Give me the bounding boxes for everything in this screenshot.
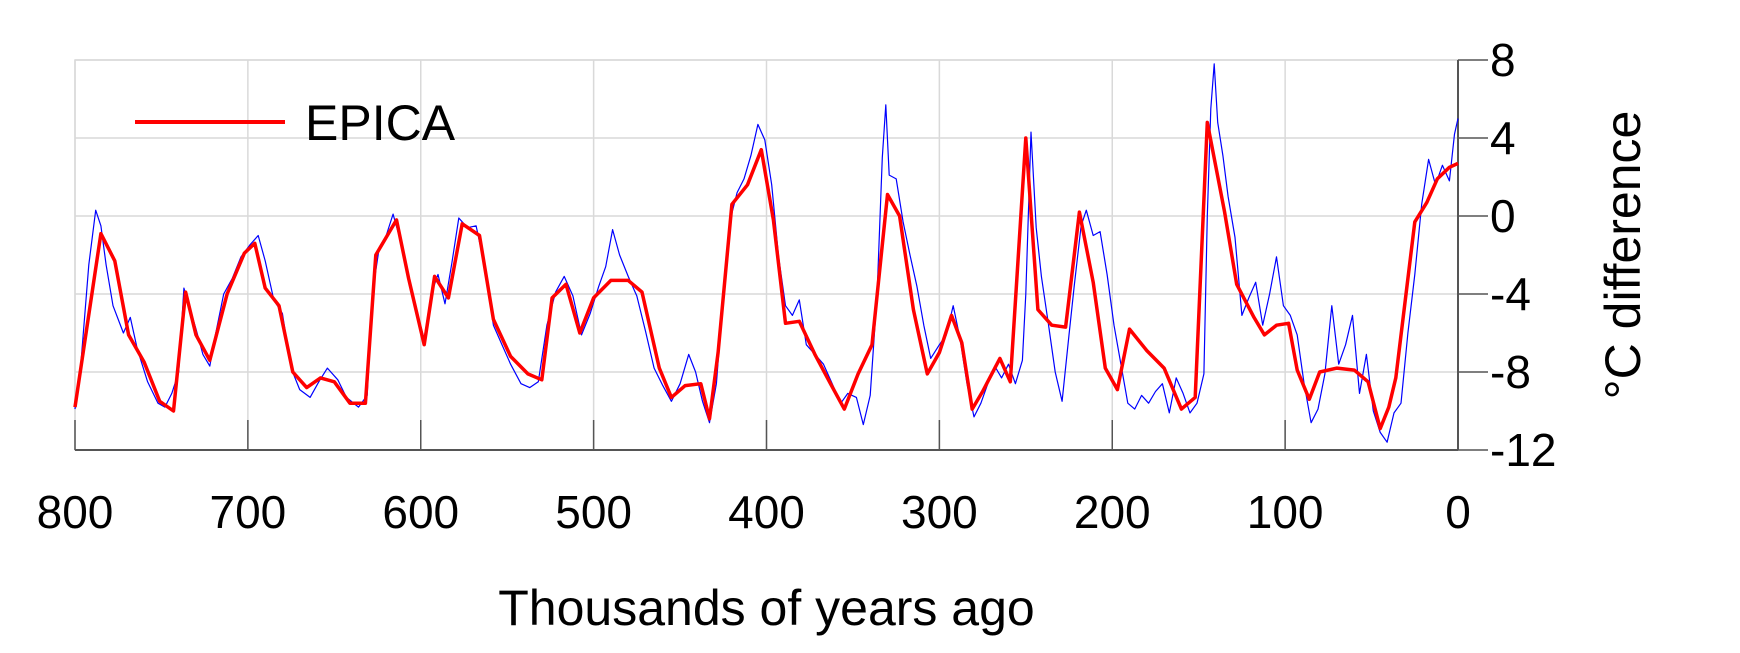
y-tick-label: -4 [1490, 268, 1531, 320]
grid [74, 59, 1459, 451]
y-tick-label: -12 [1490, 424, 1556, 476]
axes [74, 59, 1488, 451]
y-axis-label: °C difference [1595, 111, 1651, 400]
legend-label: EPICA [305, 95, 456, 151]
y-tick-label: -8 [1490, 346, 1531, 398]
series-line-epica [73, 120, 1459, 431]
x-tick-label: 600 [382, 486, 459, 538]
x-tick-label: 0 [1445, 486, 1471, 538]
y-tick-label: 8 [1490, 34, 1516, 86]
x-tick-label: 100 [1247, 486, 1324, 538]
y-tick-label: 4 [1490, 112, 1516, 164]
x-tick-label: 700 [210, 486, 287, 538]
legend: EPICA [135, 95, 456, 151]
x-tick-label: 800 [37, 486, 114, 538]
x-tick-label: 500 [555, 486, 632, 538]
y-tick-label: 0 [1490, 190, 1516, 242]
x-axis-label: Thousands of years ago [498, 580, 1034, 636]
data-series [73, 63, 1459, 443]
x-tick-label: 400 [728, 486, 805, 538]
x-tick-label: 200 [1074, 486, 1151, 538]
tick-labels: 800 700 600 500 400 300 200 100 0 8 4 0 -4 -8 -12 [37, 34, 1557, 538]
x-tick-label: 300 [901, 486, 978, 538]
